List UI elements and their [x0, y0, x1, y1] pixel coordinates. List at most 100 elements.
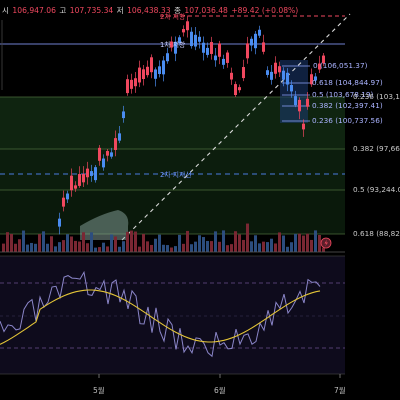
month-label-may: 5월 [93, 386, 105, 395]
rsi-line [0, 270, 321, 358]
volume-bar [162, 244, 165, 252]
fib-inner-label-05: 0.5 (103,678.19) [312, 90, 374, 99]
candle-body [210, 42, 213, 54]
candle-body [238, 87, 241, 91]
candle-body [174, 41, 177, 54]
candle-body [202, 42, 205, 53]
candle-body [258, 29, 261, 36]
candle-body [82, 174, 85, 183]
volume-bar [14, 243, 17, 252]
volume-bar [70, 236, 73, 252]
volume-bar [110, 234, 113, 252]
fib-axis-label-0236: 0.236 (103,13 [353, 92, 400, 101]
volume-bar [78, 241, 81, 252]
candle-body [66, 193, 69, 200]
candle-body [254, 33, 257, 49]
volume-bar [250, 241, 253, 252]
volume-bar [206, 240, 209, 252]
candle-body [170, 41, 173, 48]
volume-bar [214, 231, 217, 252]
volume-bar [118, 246, 121, 252]
candle-body [298, 99, 301, 112]
volume-bar [202, 237, 205, 252]
candle-body [314, 76, 317, 81]
candle-body [78, 174, 81, 186]
candle-body [154, 69, 157, 79]
volume-bar [2, 243, 5, 252]
volume-bar [158, 234, 161, 252]
lightning-icon[interactable] [320, 237, 332, 249]
month-label-july: 7월 [334, 386, 346, 395]
candle-body [190, 31, 193, 47]
candle-body [274, 62, 277, 74]
volume-bar [142, 233, 145, 252]
candle-body [74, 185, 77, 189]
candle-body [294, 96, 297, 106]
volume-bar [146, 241, 149, 252]
volume-bar [30, 242, 33, 252]
candle-body [162, 60, 165, 75]
candle-body [146, 66, 149, 76]
candle-body [250, 38, 253, 46]
volume-bar [38, 234, 41, 252]
volume-bar [86, 243, 89, 252]
volume-bar [62, 240, 65, 252]
volume-bar [50, 236, 53, 252]
candle-body [230, 72, 233, 80]
candle-body [178, 37, 181, 43]
rsi-signal-line [0, 289, 321, 345]
candlesticks [58, 15, 325, 235]
volume-bar [302, 235, 305, 252]
volume-bar [126, 231, 129, 252]
candle-body [310, 74, 313, 85]
open-value: 106,947.06 [12, 6, 56, 15]
volume-bar [46, 243, 49, 252]
volume-bar [198, 235, 201, 252]
close-value: 107,036.48 [184, 6, 228, 15]
rsi-panel [0, 256, 345, 374]
volume-bar [66, 234, 69, 252]
candle-body [214, 55, 217, 61]
volume-bar [58, 242, 61, 252]
candle-body [102, 158, 105, 168]
volume-bar [18, 239, 21, 252]
volume-bar [22, 230, 25, 252]
volume-bar [246, 223, 249, 252]
candle-body [278, 66, 281, 73]
candle-body [138, 67, 141, 83]
candle-body [118, 133, 121, 141]
candle-body [194, 34, 197, 47]
fib-inner-label-0382: 0.382 (102,397.41) [312, 101, 383, 110]
candle-body [286, 72, 289, 85]
volume-bar [242, 239, 245, 252]
volume-bar [98, 247, 101, 252]
ohlc-header: 시 106,947.06 고 107,735.34 저 106,438.33 종… [2, 4, 299, 17]
volume-bar [122, 241, 125, 252]
volume-bar [134, 231, 137, 252]
volume-bar [114, 236, 117, 252]
volume-bar [130, 230, 133, 252]
volume-bar [218, 241, 221, 252]
candle-body [130, 79, 133, 89]
low-value: 106,438.33 [127, 6, 171, 15]
volume-bar [90, 232, 93, 252]
high-label: 고 [59, 6, 67, 15]
fib-zone-mid [0, 149, 345, 190]
volume-bar [154, 238, 157, 252]
fib-inner-label-0236: 0.236 (100,737.56) [312, 116, 383, 125]
candle-body [62, 197, 65, 207]
open-label: 시 [2, 6, 9, 15]
volume-bar [210, 241, 213, 252]
candle-body [290, 84, 293, 92]
volume-bar [222, 230, 225, 252]
volume-bar [298, 233, 301, 252]
volume-bar [54, 246, 57, 252]
candle-body [302, 123, 305, 130]
volume-bar [6, 232, 9, 252]
candle-body [166, 53, 169, 62]
candle-body [182, 29, 185, 33]
candle-body [186, 21, 189, 31]
candle-body [122, 111, 125, 119]
volume-bar [310, 239, 313, 252]
